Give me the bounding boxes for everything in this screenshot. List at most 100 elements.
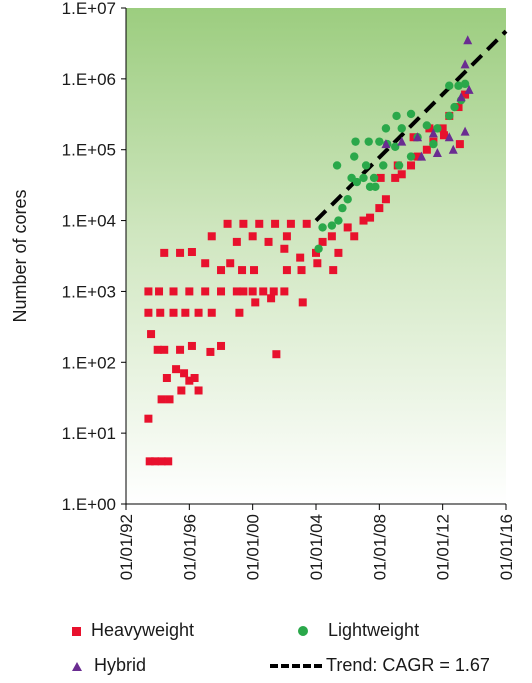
heavyweight-point: [164, 457, 173, 466]
heavyweight-point: [413, 152, 422, 161]
legend-label-trend: Trend: CAGR = 1.67: [326, 655, 490, 675]
heavyweight-point: [155, 287, 164, 296]
heavyweight-point: [327, 232, 336, 241]
heavyweight-point: [407, 161, 416, 170]
heavyweight-point: [172, 365, 181, 374]
hybrid-point: [417, 151, 427, 161]
heavyweight-point: [269, 287, 278, 296]
heavyweight-point: [185, 287, 194, 296]
heavyweight-point: [282, 266, 291, 275]
lightweight-point: [350, 152, 359, 161]
hybrid-point: [456, 92, 466, 102]
heavyweight-point: [207, 308, 216, 317]
heavyweight-point: [145, 457, 154, 466]
heavyweight-point: [160, 345, 169, 354]
y-tick-label: 1.E+03: [62, 282, 116, 301]
heavyweight-point: [250, 266, 259, 275]
hybrid-point: [448, 144, 458, 154]
heavyweight-point: [176, 248, 185, 257]
heavyweight-point: [461, 90, 470, 99]
heavyweight-point: [144, 414, 153, 423]
trend-line: [314, 29, 508, 222]
lightweight-point: [445, 81, 454, 90]
heavyweight-point: [201, 259, 210, 268]
heavyweight-point: [201, 287, 210, 296]
heavyweight-point: [271, 219, 280, 228]
heavyweight-point: [165, 395, 174, 404]
x-tick-label: 01/01/96: [180, 514, 199, 580]
heavyweight-point: [251, 298, 260, 307]
heavyweight-point: [176, 345, 185, 354]
heavyweight-point: [312, 248, 320, 257]
heavyweight-point: [318, 237, 327, 246]
legend-circle-icon: [298, 626, 308, 637]
lightweight-point: [332, 161, 342, 170]
heavyweight-point: [440, 131, 449, 140]
heavyweight-point: [157, 395, 166, 404]
heavyweight-point: [302, 219, 311, 228]
lightweight-point: [369, 173, 379, 183]
x-tick-label: 01/01/08: [370, 514, 389, 580]
y-tick-label: 1.E+01: [62, 424, 116, 443]
hybrid-point: [413, 132, 423, 142]
lightweight-point: [352, 177, 362, 187]
heavyweight-point: [239, 287, 248, 296]
lightweight-point: [406, 109, 416, 119]
y-tick-label: 1.E+00: [62, 495, 116, 514]
heavyweight-point: [160, 248, 169, 257]
hybrid-point: [432, 147, 442, 157]
hybrid-point: [460, 126, 470, 136]
heavyweight-point: [187, 248, 196, 257]
hybrid-point: [464, 84, 474, 94]
hybrid-point: [397, 136, 407, 146]
heavyweight-point: [232, 287, 241, 296]
x-tick-label: 01/01/00: [244, 514, 263, 580]
y-tick-label: 1.E+06: [62, 70, 116, 89]
heavyweight-point: [286, 219, 295, 228]
heavyweight-point: [207, 232, 216, 241]
heavyweight-point: [169, 308, 178, 317]
heavyweight-point: [391, 173, 400, 182]
lightweight-point: [371, 182, 380, 191]
heavyweight-point: [151, 457, 160, 466]
heavyweight-point: [223, 219, 232, 228]
heavyweight-point: [232, 237, 241, 246]
heavyweight-point: [239, 219, 248, 228]
heavyweight-point: [194, 386, 203, 395]
lightweight-point: [433, 124, 442, 133]
lightweight-point: [392, 111, 401, 121]
heavyweight-point: [156, 308, 165, 317]
lightweight-point: [454, 81, 463, 90]
hybrid-point: [460, 59, 470, 69]
heavyweight-point: [185, 376, 194, 385]
lightweight-point: [429, 139, 438, 149]
legend-item-lightweight: Lightweight: [298, 620, 419, 641]
heavyweight-point: [144, 287, 153, 296]
lightweight-point: [334, 216, 343, 225]
heavyweight-point: [181, 308, 190, 317]
x-tick-label: 01/01/16: [497, 514, 516, 580]
heavyweight-point: [169, 287, 178, 296]
heavyweight-point: [438, 124, 447, 133]
lightweight-point: [364, 137, 373, 146]
heavyweight-point: [422, 145, 431, 154]
legend-item-heavyweight: Heavyweight: [72, 620, 194, 641]
heavyweight-point: [144, 308, 153, 317]
legend-square-icon: [72, 626, 81, 636]
hybrid-point: [463, 35, 473, 45]
heavyweight-point: [147, 330, 156, 339]
lightweight-point: [351, 137, 360, 146]
heavyweight-point: [255, 219, 264, 228]
heavyweight-point: [359, 216, 368, 225]
legend-item-hybrid: Hybrid: [72, 655, 146, 676]
heavyweight-point: [238, 266, 247, 275]
lightweight-point: [359, 173, 368, 183]
lightweight-point: [406, 152, 416, 161]
lightweight-point: [390, 142, 400, 151]
heavyweight-point: [329, 266, 338, 275]
hybrid-point: [444, 132, 454, 142]
heavyweight-point: [297, 266, 306, 275]
lightweight-point: [327, 221, 337, 230]
heavyweight-point: [217, 287, 226, 296]
heavyweight-point: [248, 232, 257, 241]
